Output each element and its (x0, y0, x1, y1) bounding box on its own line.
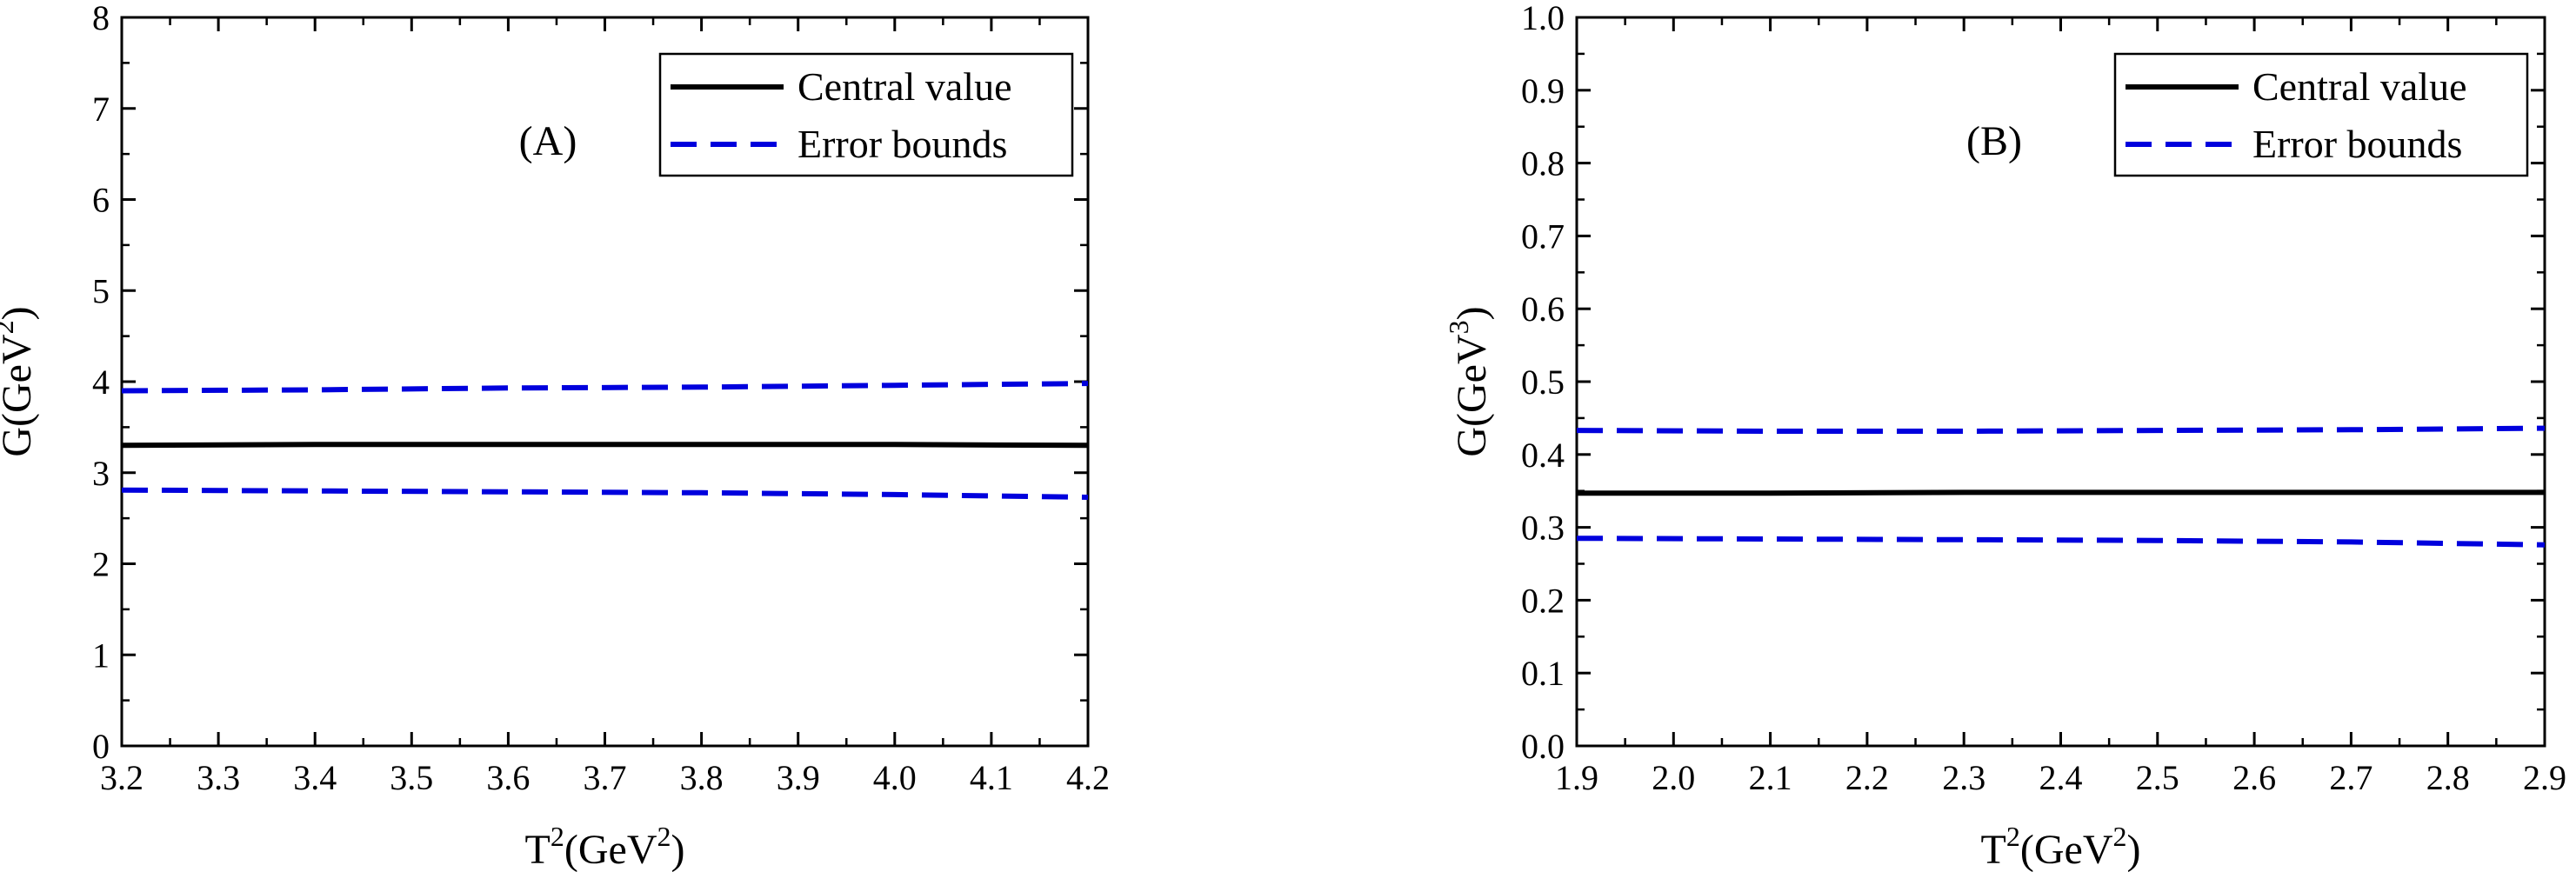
y-tick-label: 0.5 (1521, 363, 1565, 402)
y-axis-label-close: ) (0, 306, 40, 320)
x-axis-label-paren-sup: 2 (657, 821, 671, 852)
central-value-line (121, 442, 1089, 449)
y-axis-label-close: ) (1449, 306, 1495, 320)
x-axis-label: T2(GeV2) (525, 821, 685, 873)
chart-panel-a: 3.2 3.3 3.4 3.5 3.6 3.7 3.8 3.9 4.0 4.1 4.2 0 1 2 3 4 5 6… (0, 0, 1110, 873)
x-tick-label: 3.7 (584, 758, 627, 797)
x-tick-label: 3.4 (293, 758, 337, 797)
y-tick-label: 2 (92, 545, 110, 584)
y-axis-label-base: G(GeV (1449, 334, 1495, 457)
x-tick-label: 3.3 (197, 758, 240, 797)
legend-label-error: Error bounds (797, 122, 1007, 166)
panel-label: (B) (1966, 118, 2022, 164)
x-tick-label: 3.2 (100, 758, 143, 797)
x-tick-label: 2.6 (2232, 758, 2276, 797)
y-tick-label: 8 (92, 0, 110, 37)
y-tick-label: 0.3 (1521, 509, 1565, 548)
y-axis-label: G(GeV2) (0, 306, 40, 456)
x-axis-label-paren-sup: 2 (2112, 821, 2126, 852)
y-axis-label-sup: 2 (0, 320, 19, 334)
x-tick-label: 2.4 (2039, 758, 2083, 797)
y-tick-label: 5 (92, 271, 110, 310)
y-tick-label: 1.0 (1521, 0, 1565, 37)
x-axis-label: T2(GeV2) (1981, 821, 2141, 873)
y-tick-label: 0.1 (1521, 654, 1565, 693)
legend-label-central: Central value (797, 64, 1012, 109)
x-axis-label-close: ) (671, 827, 684, 873)
upper-error-bound-line (121, 381, 1089, 394)
y-tick-label: 7 (92, 90, 110, 129)
y-tick-label: 0.8 (1521, 144, 1565, 183)
y-tick-label: 0.6 (1521, 289, 1565, 329)
y-tick-label: 3 (92, 454, 110, 493)
lower-error-bound-line (121, 487, 1089, 500)
y-tick-label: 0 (92, 727, 110, 766)
x-axis-label-paren: (GeV (564, 827, 657, 873)
y-tick-label: 0.2 (1521, 581, 1565, 620)
y-axis-label-sup: 3 (1444, 320, 1474, 334)
x-tick-label: 3.5 (390, 758, 433, 797)
x-axis-label-base-sup: 2 (551, 821, 564, 852)
y-tick-label: 0.4 (1521, 436, 1565, 475)
panel-label: (A) (519, 118, 577, 164)
x-tick-label: 2.3 (1942, 758, 1985, 797)
x-axis-label-base: T (525, 827, 551, 873)
x-tick-label: 2.7 (2329, 758, 2372, 797)
y-tick-label: 6 (92, 181, 110, 220)
lower-error-bound-line (1576, 536, 2546, 548)
x-tick-label: 4.2 (1066, 758, 1110, 797)
y-tick-label: 4 (92, 363, 110, 402)
x-tick-label: 2.8 (2426, 758, 2470, 797)
central-value-line (1577, 489, 2545, 496)
x-tick-label: 2.9 (2523, 758, 2566, 797)
y-tick-label: 1 (92, 635, 110, 675)
y-tick-label: 0.9 (1521, 71, 1565, 110)
upper-error-bound-line (1576, 425, 2546, 434)
x-tick-label: 2.2 (1845, 758, 1889, 797)
y-axis-label: G(GeV3) (1444, 306, 1495, 456)
x-tick-label: 2.1 (1749, 758, 1792, 797)
x-axis-label-paren: (GeV (2020, 827, 2113, 873)
legend-label-central: Central value (2252, 64, 2467, 109)
x-axis-label-base: T (1981, 827, 2006, 873)
x-axis-label-base-sup: 2 (2006, 821, 2020, 852)
x-tick-label: 4.1 (970, 758, 1013, 797)
x-tick-label: 4.0 (873, 758, 917, 797)
x-tick-label: 2.5 (2136, 758, 2179, 797)
x-tick-label: 3.8 (680, 758, 724, 797)
x-tick-label: 2.0 (1652, 758, 1695, 797)
x-axis-label-close: ) (2126, 827, 2140, 873)
legend-box (658, 52, 1074, 177)
legend-box (2113, 52, 2529, 177)
y-tick-label: 0.0 (1521, 727, 1565, 766)
y-tick-label: 0.7 (1521, 216, 1565, 256)
chart-panel-b: 1.9 2.0 2.1 2.2 2.3 2.4 2.5 2.6 2.7 2.8 2.9 0.0 0.1 0… (1444, 0, 2566, 873)
legend-label-error: Error bounds (2252, 122, 2462, 166)
y-axis-label-base: G(GeV (0, 334, 40, 457)
x-tick-label: 1.9 (1555, 758, 1598, 797)
x-tick-label: 3.9 (777, 758, 820, 797)
x-tick-label: 3.6 (486, 758, 530, 797)
